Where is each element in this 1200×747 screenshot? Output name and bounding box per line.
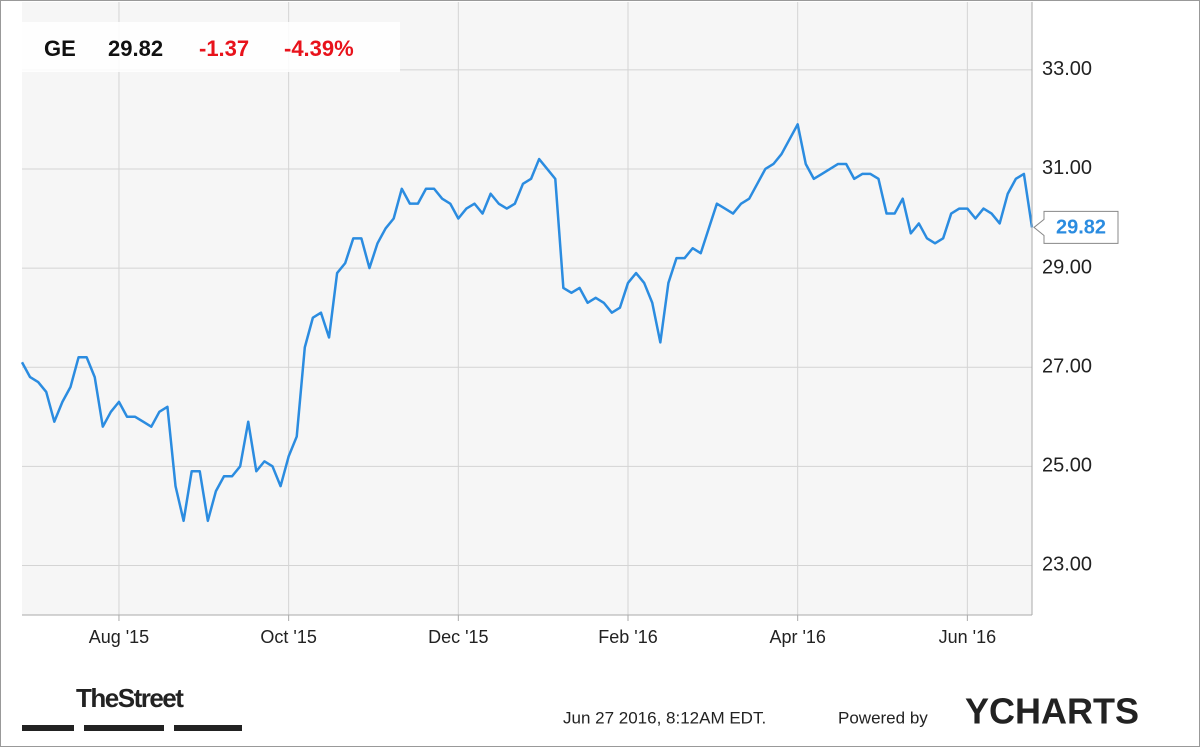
header-box	[22, 22, 400, 72]
x-tick-label: Aug '15	[89, 627, 150, 647]
y-tick-label: 33.00	[1042, 58, 1092, 80]
change: -1.37	[199, 36, 249, 61]
y-tick-label: 25.00	[1042, 455, 1092, 477]
price-line	[20, 123, 1034, 523]
grid	[22, 2, 1032, 615]
logo-bar	[84, 725, 164, 731]
x-tick-label: Oct '15	[260, 627, 316, 647]
last-value-label: 29.82	[1056, 217, 1106, 239]
x-tick-label: Jun '16	[939, 627, 996, 647]
y-tick-label: 23.00	[1042, 554, 1092, 576]
y-tick-label: 29.00	[1042, 256, 1092, 278]
price: 29.82	[108, 36, 163, 61]
symbol: GE	[44, 36, 76, 61]
brand-logo: TheStreet	[76, 683, 184, 713]
change-pct: -4.39%	[284, 36, 354, 61]
x-tick-label: Feb '16	[598, 627, 657, 647]
series	[20, 123, 1034, 523]
y-tick-label: 31.00	[1042, 157, 1092, 179]
provider-logo: YCHARTS	[965, 691, 1139, 732]
logo-bar	[174, 725, 242, 731]
last-value-callout	[1033, 210, 1119, 244]
timestamp: Jun 27 2016, 8:12AM EDT.	[563, 708, 766, 727]
y-tick-label: 27.00	[1042, 355, 1092, 377]
logo-bar	[22, 725, 74, 731]
x-tick-label: Dec '15	[428, 627, 488, 647]
powered-by: Powered by	[838, 708, 928, 727]
plot-area	[22, 2, 1032, 615]
x-tick-label: Apr '16	[769, 627, 825, 647]
